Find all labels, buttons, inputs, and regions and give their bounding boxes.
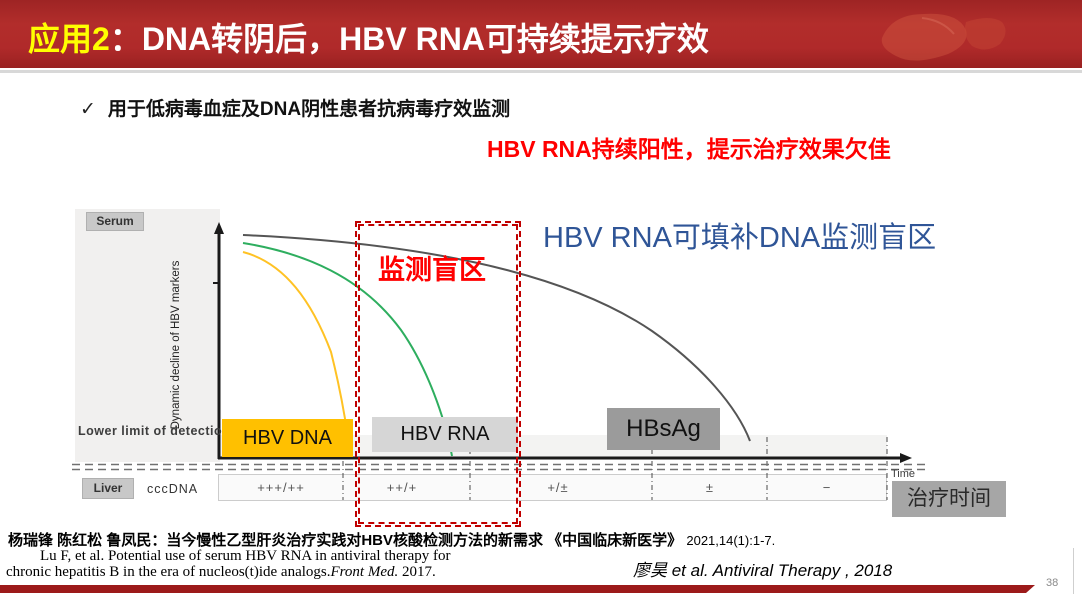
citation-chinese-text: 杨瑞锋 陈红松 鲁凤民：当今慢性乙型肝炎治疗实践对HBV核酸检测方法的新需求 《… [8, 532, 683, 549]
time-axis-label: Time [891, 468, 916, 480]
citation-right: 廖昊 et al. Antiviral Therapy , 2018 [633, 561, 893, 580]
serum-tag: Serum [86, 212, 144, 231]
checkmark-icon: ✓ [80, 99, 96, 120]
cccdna-cell: +++/++ [257, 480, 305, 495]
lower-limit-label: Lower limit of detection [78, 424, 231, 438]
cccdna-cell: ++/+ [386, 480, 418, 495]
cccdna-label: cccDNA [147, 482, 199, 496]
x-axis-arrow [900, 453, 912, 463]
blind-zone-label: 监测盲区 [378, 255, 486, 285]
citation-english-line1: Lu F, et al. Potential use of serum HBV … [40, 548, 451, 564]
footer-red-bar [0, 585, 1035, 593]
citation-english-line2-text: chronic hepatitis B in the era of nucleo… [6, 564, 331, 580]
cccdna-cell: ± [705, 480, 715, 495]
cccdna-cell: +/± [547, 480, 569, 495]
liver-icon [881, 13, 1006, 61]
header-separator [0, 70, 1082, 73]
hbv-rna-box: HBV RNA [372, 417, 518, 452]
header-bar: 应用2：DNA转阴后，HBV RNA可持续提示疗效 [0, 0, 1082, 68]
bullet-text: 用于低病毒血症及DNA阴性患者抗病毒疗效监测 [107, 99, 511, 120]
right-edge-line [1073, 548, 1074, 594]
citation-journal-italic: Front Med. [330, 564, 399, 580]
citation-english-line2-year: 2017. [398, 564, 436, 580]
title-prefix: 应用2 [28, 21, 110, 57]
hbsag-box: HBsAg [607, 408, 720, 450]
citation-english-line2: chronic hepatitis B in the era of nucleo… [6, 564, 436, 581]
warning-text: HBV RNA持续阳性，提示治疗效果欠佳 [487, 136, 891, 162]
lower-limit-line [72, 463, 928, 471]
citation-chinese: 杨瑞锋 陈红松 鲁凤民：当今慢性乙型肝炎治疗实践对HBV核酸检测方法的新需求 《… [8, 529, 775, 550]
page-title: 应用2：DNA转阴后，HBV RNA可持续提示疗效 [28, 14, 709, 60]
page-number: 38 [1046, 577, 1059, 589]
figure-headline: HBV RNA可填补DNA监测盲区 [543, 222, 937, 254]
treatment-time-box: 治疗时间 [892, 481, 1006, 517]
cccdna-row [218, 474, 887, 501]
liver-tag: Liver [82, 478, 134, 499]
hbv-dna-box: HBV DNA [222, 419, 353, 457]
cccdna-cell: − [822, 480, 832, 495]
bullet-line: ✓ 用于低病毒血症及DNA阴性患者抗病毒疗效监测 [80, 94, 510, 121]
title-rest: ：DNA转阴后，HBV RNA可持续提示疗效 [109, 21, 709, 57]
serum-panel [75, 209, 220, 462]
citation-chinese-ref: 2021,14(1):1-7. [686, 533, 776, 548]
